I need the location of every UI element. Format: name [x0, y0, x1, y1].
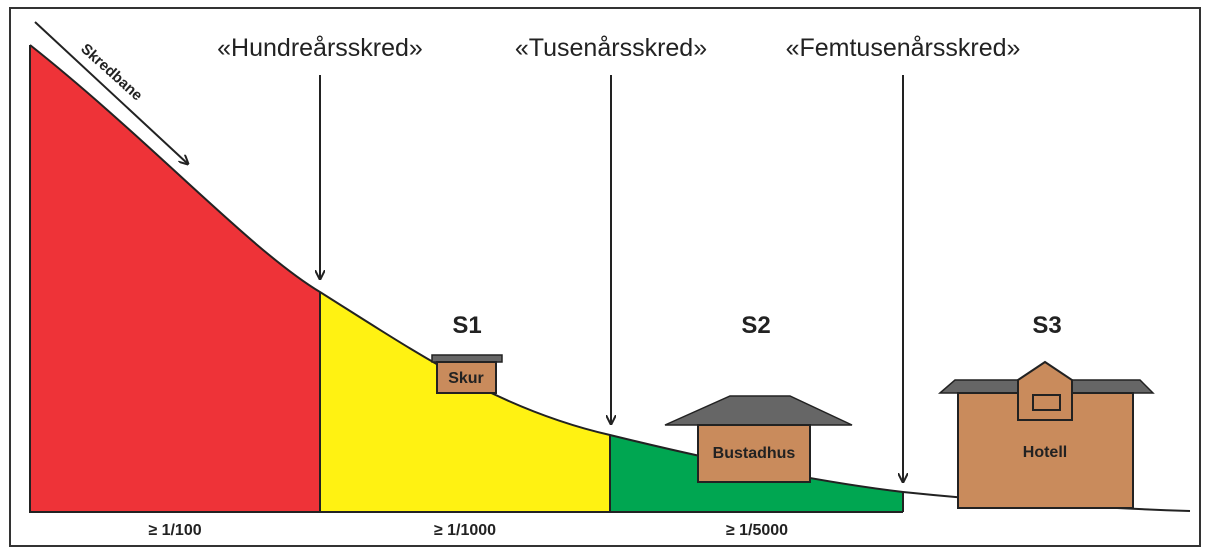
class-label: S3	[1032, 312, 1061, 339]
yellow-zone	[320, 292, 610, 512]
zone-label: ≥ 1/5000	[726, 522, 788, 539]
zone-label: ≥ 1/100	[148, 522, 201, 539]
building-label: Bustadhus	[713, 445, 796, 462]
red-zone	[30, 45, 320, 512]
building-label: Hotell	[1023, 444, 1067, 461]
path-arrow	[34, 21, 188, 164]
zone-label: ≥ 1/1000	[434, 522, 496, 539]
boundary-label: «Hundreårsskred»	[217, 34, 423, 62]
shed-roof	[431, 354, 503, 363]
shed	[436, 361, 497, 394]
house	[697, 424, 811, 483]
class-label: S2	[741, 312, 770, 339]
boundary-label: «Tusenårsskred»	[515, 34, 707, 62]
class-label: S1	[452, 312, 481, 339]
boundary-label: «Femtusenårsskred»	[786, 34, 1021, 62]
zone-borders	[29, 45, 904, 513]
hotel-window	[1032, 394, 1061, 411]
building-label: Skur	[448, 370, 484, 387]
